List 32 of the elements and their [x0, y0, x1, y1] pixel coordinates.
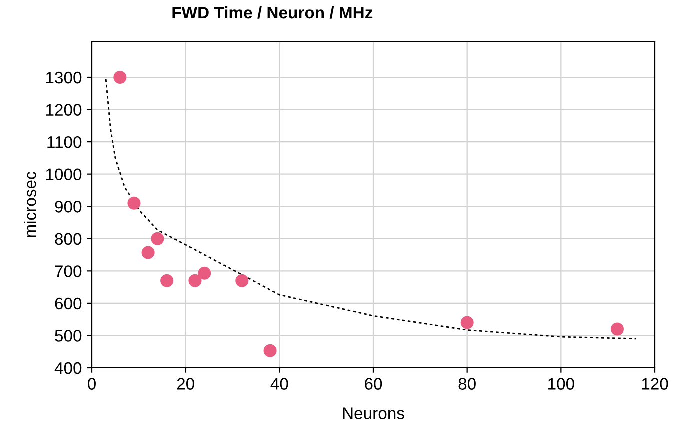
x-tick-label: 100: [548, 378, 574, 390]
y-tick-label: 500: [55, 330, 82, 342]
x-tick-label: 40: [270, 378, 288, 390]
x-tick-label: 0: [88, 378, 96, 390]
x-tick-label: 80: [458, 378, 476, 390]
y-tick-label: 900: [55, 201, 82, 213]
y-tick-label: 1000: [46, 168, 82, 181]
y-axis-title: microsec: [24, 172, 36, 238]
point: [198, 266, 212, 280]
y-tick-label: 1300: [46, 72, 82, 84]
x-tick-label: 120: [642, 378, 668, 390]
point: [142, 246, 155, 260]
point: [151, 232, 164, 246]
y-tick-label: 800: [55, 233, 82, 246]
y-tick-label: 400: [54, 362, 82, 374]
y-tick-label: 1100: [48, 136, 82, 148]
x-tick-label: 20: [177, 378, 194, 390]
point: [188, 274, 202, 288]
point: [460, 316, 474, 330]
chart-title: FWD Time / Neuron / MHz: [172, 6, 373, 19]
point: [264, 344, 277, 358]
point: [128, 196, 141, 210]
line-series: [105, 78, 637, 340]
point: [114, 71, 127, 84]
point: [610, 322, 624, 336]
x-axis-title: Neurons: [343, 408, 404, 420]
point: [236, 274, 249, 288]
y-tick-label: 600: [55, 298, 82, 310]
x-tick-label: 60: [365, 378, 382, 390]
y-tick-label: 700: [55, 266, 82, 278]
y-tick-label: 1200: [46, 104, 82, 116]
point: [160, 274, 174, 288]
